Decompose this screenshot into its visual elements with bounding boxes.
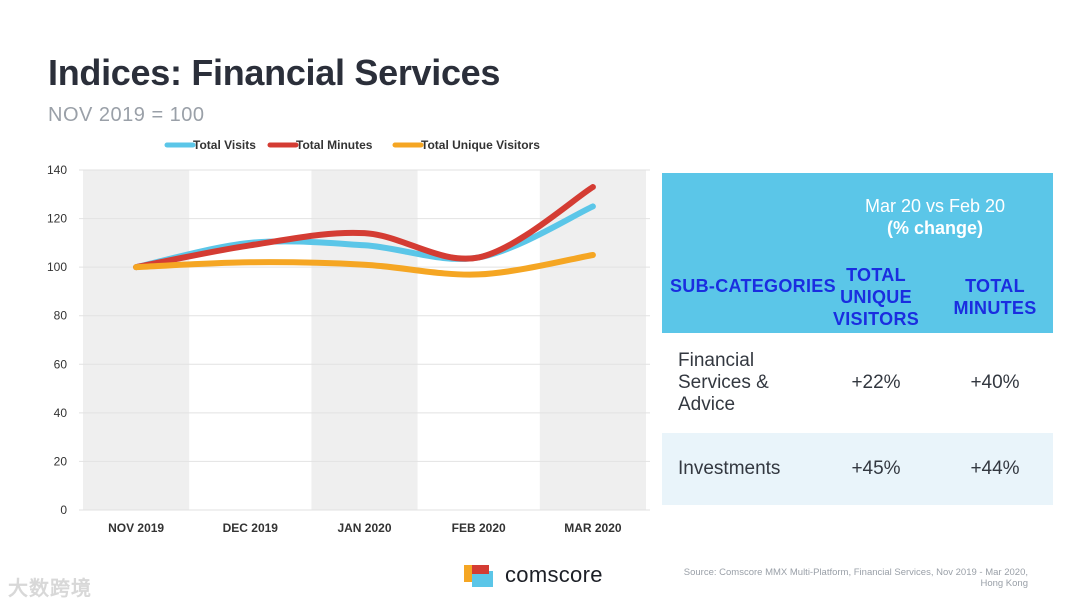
legend-label: Total Visits xyxy=(193,138,256,152)
period-note: (% change) xyxy=(886,218,983,238)
x-tick-label: FEB 2020 xyxy=(452,521,506,535)
y-tick-label: 100 xyxy=(47,260,67,274)
x-tick-label: NOV 2019 xyxy=(108,521,164,535)
x-tick-label: JAN 2020 xyxy=(337,521,391,535)
y-tick-label: 20 xyxy=(54,454,68,468)
y-tick-label: 40 xyxy=(54,406,68,420)
column-band xyxy=(539,170,646,510)
page-subtitle: NOV 2019 = 100 xyxy=(48,104,205,126)
y-tick-label: 80 xyxy=(54,309,68,323)
row-name: Investments xyxy=(678,458,781,479)
period-label: Mar 20 vs Feb 20 (% change) xyxy=(817,195,1053,239)
page-title: Indices: Financial Services xyxy=(48,52,501,93)
brand-logo: comscore xyxy=(463,562,603,588)
row-minutes-value: +40% xyxy=(970,372,1020,393)
y-tick-label: 120 xyxy=(47,212,67,226)
column-band xyxy=(83,170,190,510)
source-note: Source: Comscore MMX Multi-Platform, Fin… xyxy=(683,567,1028,589)
legend-label: Total Minutes xyxy=(296,138,373,152)
column-header-subcategories: SUB-CATEGORIES xyxy=(670,276,836,296)
comscore-logo-icon xyxy=(464,565,493,587)
x-tick-label: MAR 2020 xyxy=(564,521,622,535)
y-tick-label: 140 xyxy=(47,163,67,177)
legend-label: Total Unique Visitors xyxy=(421,138,540,152)
period-text: Mar 20 vs Feb 20 xyxy=(864,196,1006,216)
column-band xyxy=(311,170,418,510)
row-minutes-value: +44% xyxy=(970,458,1020,479)
x-tick-label: DEC 2019 xyxy=(223,521,279,535)
table-header: Mar 20 vs Feb 20 (% change) SUB-CATEGORI… xyxy=(662,173,1053,333)
table-row: Investments +45% +44% xyxy=(662,433,1053,505)
brand-name: comscore xyxy=(505,562,603,587)
column-header-minutes: TOTAL MINUTES xyxy=(953,276,1037,318)
series-line-total-unique-visitors xyxy=(133,252,596,278)
y-tick-label: 0 xyxy=(60,503,67,517)
comparison-table: Mar 20 vs Feb 20 (% change) SUB-CATEGORI… xyxy=(662,173,1053,505)
series-line-total-minutes xyxy=(133,184,596,271)
row-unique-value: +22% xyxy=(851,372,901,393)
column-header-unique-visitors: TOTAL UNIQUE VISITORS xyxy=(832,265,920,329)
watermark-text: 大数跨境 xyxy=(8,578,92,600)
row-unique-value: +45% xyxy=(851,458,901,479)
line-chart: 0 20 40 60 80 100 120 140 NOV 2019 DEC 2019 JAN 20… xyxy=(47,138,650,535)
y-tick-label: 60 xyxy=(54,357,68,371)
row-name: Financial Services & Advice xyxy=(678,350,769,415)
table-row: Financial Services & Advice +22% +40% xyxy=(662,333,1053,433)
